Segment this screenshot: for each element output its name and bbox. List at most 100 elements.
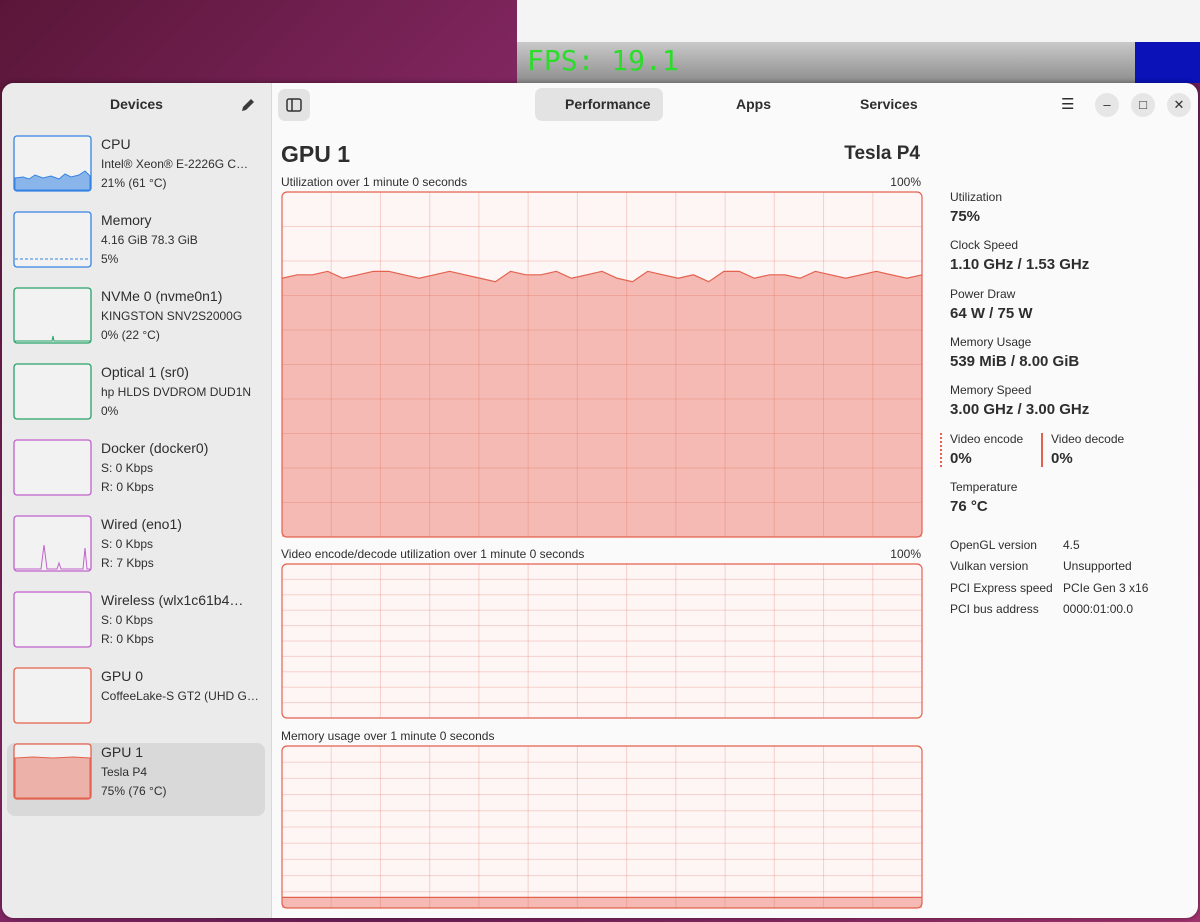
device-thumbnail	[13, 135, 92, 192]
device-item[interactable]: Docker (docker0) S: 0 Kbps R: 0 Kbps	[7, 439, 265, 512]
thumbnail-frame	[13, 743, 92, 800]
device-thumbnail	[13, 439, 92, 496]
device-detail: Tesla P4	[101, 765, 148, 779]
device-item[interactable]: Wired (eno1) S: 0 Kbps R: 7 Kbps	[7, 515, 265, 588]
device-detail: S: 0 Kbps	[101, 613, 154, 627]
graph-area	[282, 271, 922, 537]
device-model: Tesla P4	[844, 143, 920, 164]
thumbnail-frame	[13, 439, 92, 496]
device-thumbnail	[13, 211, 92, 268]
graph-line	[281, 270, 923, 283]
device-item[interactable]: Memory 4.16 GiB 78.3 GiB 5%	[7, 211, 265, 284]
device-name: Wired (eno1)	[101, 516, 182, 532]
info-label: Vulkan version	[950, 559, 1029, 574]
maximize-button[interactable]: □	[1131, 93, 1155, 117]
stat-value: 76 °C	[950, 498, 988, 515]
device-thumbnail	[13, 287, 92, 344]
stat-value: 3.00 GHz / 3.00 GHz	[950, 401, 1090, 419]
info-value: PCIe Gen 3 x16	[1063, 580, 1149, 595]
tab[interactable]: Services	[860, 96, 918, 112]
stat-value: 64 W / 75 W	[950, 304, 1033, 322]
device-detail: S: 0 Kbps	[101, 461, 154, 475]
device-detail: Intel® Xeon® E-2226G C…	[101, 157, 249, 171]
fps-overlay: FPS: 19.1	[527, 44, 679, 77]
graph-title: Utilization over 1 minute 0 seconds	[281, 175, 468, 189]
sidebar-icon	[286, 98, 302, 112]
stat-value: 0%	[1051, 450, 1073, 467]
device-item[interactable]: NVMe 0 (nvme0n1) KINGSTON SNV2S2000G 0% (2…	[7, 287, 265, 360]
device-detail: 4.16 GiB 78.3 GiB	[101, 233, 198, 247]
stat-value: 75%	[950, 208, 981, 225]
device-thumbnail	[13, 363, 92, 420]
stat-value: 0%	[950, 450, 972, 467]
device-detail: 75% (76 °C)	[101, 784, 167, 798]
device-item[interactable]: GPU 1 Tesla P4 75% (76 °C)	[7, 743, 265, 816]
device-name: GPU 0	[101, 668, 144, 684]
thumbnail-frame	[13, 591, 92, 648]
thumbnail-frame	[13, 515, 92, 572]
device-detail: KINGSTON SNV2S2000G	[101, 309, 243, 323]
device-thumbnail	[13, 667, 92, 724]
device-name: Memory	[101, 212, 152, 228]
device-name: NVMe 0 (nvme0n1)	[101, 288, 223, 304]
camera-feed-panel	[1135, 42, 1200, 83]
graph-frame	[281, 745, 923, 909]
device-name: GPU 1	[101, 744, 144, 760]
info-value: Unsupported	[1063, 559, 1132, 574]
info-value: 0000:01:00.0	[1063, 601, 1134, 616]
close-button[interactable]: ✕	[1167, 93, 1191, 117]
stat-value: 539 MiB / 8.00 GiB	[950, 352, 1080, 370]
info-label: PCI Express speed	[950, 580, 1053, 595]
device-item[interactable]: CPU Intel® Xeon® E-2226G C… 21% (61 °C)	[7, 135, 265, 208]
device-item[interactable]: Wireless (wlx1c61b4… S: 0 Kbps R: 0 Kbps	[7, 591, 265, 664]
tab[interactable]: Apps	[736, 96, 771, 112]
graph-title: Video encode/decode utilization over 1 m…	[281, 547, 585, 561]
thumbnail-graph	[14, 170, 91, 191]
device-name: Wireless (wlx1c61b4…	[101, 592, 244, 608]
encode-decode-marker	[1041, 433, 1043, 467]
stat-label: Memory Usage	[950, 334, 1032, 349]
sidebar: Devices CPU Intel® Xeon® E-2226G C… 21% (6…	[2, 83, 272, 918]
thumbnail-frame	[13, 287, 92, 344]
stat-label: Clock Speed	[950, 238, 1019, 253]
thumbnail-frame	[13, 211, 92, 268]
device-thumbnail	[13, 515, 92, 572]
device-thumbnail	[13, 591, 92, 648]
device-detail: S: 0 Kbps	[101, 537, 154, 551]
device-name: Docker (docker0)	[101, 440, 209, 456]
device-title: GPU 1	[281, 141, 351, 167]
stat-label: Power Draw	[950, 286, 1016, 301]
tab[interactable]: Performance	[535, 88, 663, 121]
minimize-button[interactable]: –	[1095, 93, 1119, 117]
device-detail: 0% (22 °C)	[101, 328, 160, 342]
device-detail: 5%	[101, 252, 119, 266]
graph-max-label: 100%	[890, 175, 921, 189]
menu-button[interactable]: ☰	[1061, 96, 1075, 113]
device-detail: 21% (61 °C)	[101, 176, 167, 190]
encode-decode-marker	[940, 433, 942, 467]
stat-label: Video encode	[950, 432, 1024, 446]
thumbnail-frame	[13, 667, 92, 724]
device-item[interactable]: Optical 1 (sr0) hp HLDS DVDROM DUD1N 0%	[7, 363, 265, 436]
background-window-bar	[517, 0, 1200, 43]
sidebar-title: Devices	[110, 96, 163, 112]
thumbnail-graph	[14, 756, 91, 799]
graph	[281, 745, 923, 909]
graph-max-label: 100%	[890, 547, 921, 561]
thumbnail-graph	[15, 544, 90, 570]
device-detail: R: 7 Kbps	[101, 556, 154, 570]
device-name: CPU	[101, 136, 131, 152]
stat-value: 1.10 GHz / 1.53 GHz	[950, 256, 1090, 274]
stat-label: Utilization	[950, 190, 1003, 204]
edit-button[interactable]	[240, 97, 256, 113]
device-detail: 0%	[101, 404, 119, 418]
stat-label: Temperature	[950, 480, 1018, 494]
device-name: Optical 1 (sr0)	[101, 364, 189, 380]
device-detail: hp HLDS DVDROM DUD1N	[101, 385, 252, 399]
thumbnail-graph	[15, 335, 90, 342]
device-thumbnail	[13, 743, 92, 800]
device-item[interactable]: GPU 0 CoffeeLake-S GT2 (UHD G…	[7, 667, 265, 740]
sidebar-toggle[interactable]	[278, 89, 310, 121]
graph	[281, 563, 923, 719]
